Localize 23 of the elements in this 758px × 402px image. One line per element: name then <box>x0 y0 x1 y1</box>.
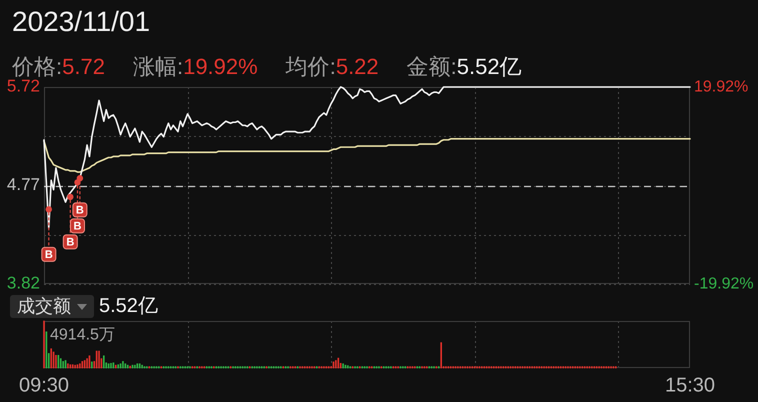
point <box>76 175 84 182</box>
annotation: B <box>44 248 53 261</box>
annotation: 4914.5万 <box>50 326 115 344</box>
point <box>67 194 74 200</box>
chart-title: 2023/11/01 <box>12 5 150 39</box>
text: 涨幅:19.92% <box>132 54 258 79</box>
x-tick-label: 15:30 <box>664 374 716 397</box>
text: 价格:5.72 <box>12 54 105 79</box>
y-tick-label: 3.82 <box>6 274 40 293</box>
dropdown-button: 成交额 <box>10 295 94 318</box>
annotation: B <box>74 220 82 232</box>
y2-tick-label: 19.92% <box>694 78 748 96</box>
y2-tick-label: -19.92% <box>694 275 754 292</box>
text: 均价:5.22 <box>286 54 379 79</box>
y-tick-label: 4.77 <box>6 175 40 194</box>
y-tick-label: 5.72 <box>6 76 40 96</box>
x-tick-label: 09:30 <box>18 374 70 397</box>
chart-title: 成交额 <box>17 296 71 317</box>
annotation: B <box>76 204 84 216</box>
text: 金额:5.52亿 <box>406 54 522 79</box>
text: 5.52亿 <box>99 295 158 318</box>
point <box>46 206 52 213</box>
annotation: B <box>66 236 74 248</box>
